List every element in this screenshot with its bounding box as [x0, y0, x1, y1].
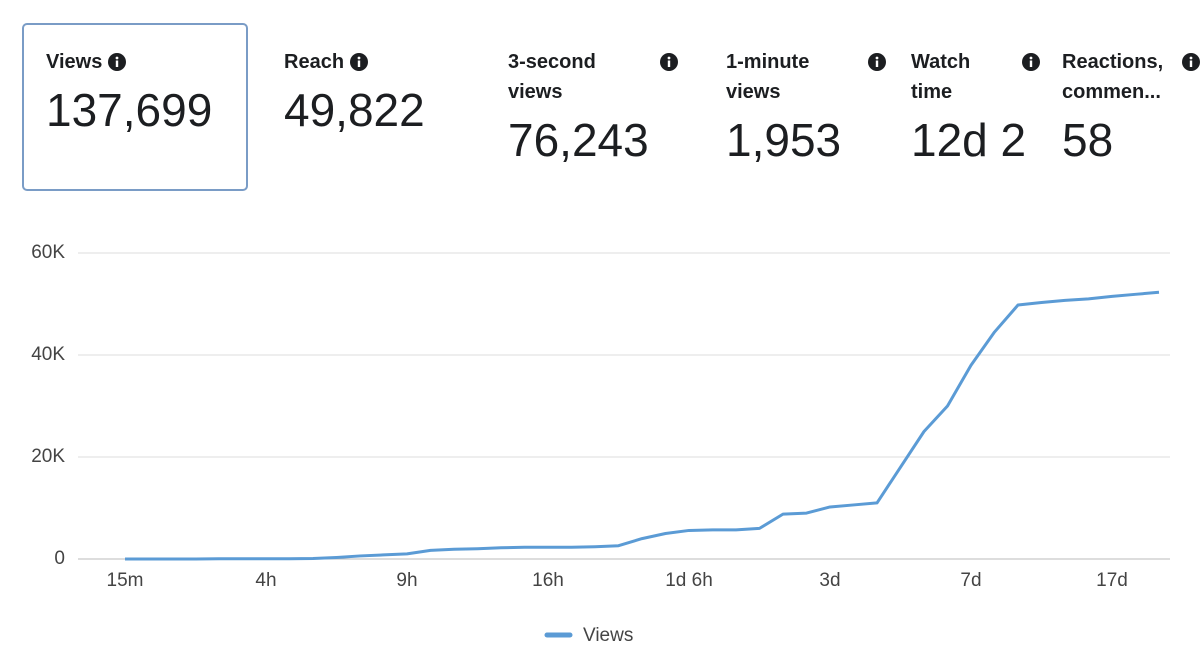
info-bar: [667, 60, 671, 67]
x-tick-label: 4h: [255, 570, 276, 591]
x-tick-label: 9h: [396, 570, 417, 591]
info-icon[interactable]: [868, 53, 886, 71]
metric-label-row: Views: [46, 47, 242, 77]
x-tick-label: 15m: [107, 570, 144, 591]
x-tick-label: 1d 6h: [665, 570, 713, 591]
info-icon[interactable]: [350, 53, 369, 71]
info-icon[interactable]: [660, 53, 678, 71]
x-tick-label: 3d: [819, 570, 840, 591]
metric-value: 137,699: [46, 84, 213, 135]
info-bar: [875, 60, 879, 67]
metric-value: 12d 2: [911, 114, 1027, 165]
metric-card[interactable]: 1-minute views 1,953: [726, 47, 886, 165]
info-dot: [1189, 56, 1193, 60]
info-dot: [115, 56, 119, 60]
metric-label: Views: [46, 51, 103, 73]
metric-label: 3-second views: [508, 51, 596, 103]
info-icon[interactable]: [1022, 53, 1040, 71]
metric-card[interactable]: 3-second views 76,243: [508, 47, 678, 165]
metric-label-row: Watch time: [911, 47, 1040, 107]
metric-value: 49,822: [284, 84, 425, 135]
metric-label: Reach: [284, 51, 345, 73]
x-tick-label: 7d: [960, 570, 981, 591]
metric-label: Reactions, commen...: [1062, 51, 1164, 103]
info-bar: [1189, 60, 1193, 67]
metric-value: 76,243: [508, 114, 649, 165]
x-tick-label: 17d: [1096, 570, 1128, 591]
info-icon[interactable]: [108, 53, 127, 71]
x-tick-label: 16h: [532, 570, 564, 591]
info-dot: [1029, 56, 1033, 60]
y-tick-label: 40K: [31, 344, 65, 365]
info-dot: [667, 56, 671, 60]
info-icon[interactable]: [1182, 53, 1200, 71]
metric-label-row: 1-minute views: [726, 47, 886, 107]
metric-value: 58: [1062, 114, 1114, 165]
metric-value: 1,953: [726, 114, 842, 165]
legend-label: Views: [583, 625, 633, 646]
info-dot: [357, 56, 361, 60]
metric-card[interactable]: Reactions, commen... 58: [1062, 47, 1200, 165]
metric-label-row: 3-second views: [508, 47, 678, 107]
info-bar: [1029, 60, 1033, 67]
info-bar: [357, 60, 361, 67]
y-tick-label: 60K: [31, 242, 65, 263]
metric-label: Watch time: [911, 51, 971, 103]
selected-card-border: [22, 23, 248, 191]
metric-label-row: Reach: [284, 47, 484, 77]
metric-label: 1-minute views: [726, 51, 810, 103]
metric-card[interactable]: Watch time 12d 2: [911, 47, 1040, 165]
metric-card[interactable]: Reach 49,822: [284, 47, 484, 135]
y-tick-label: 20K: [31, 446, 65, 467]
metric-label-row: Reactions, commen...: [1062, 47, 1200, 107]
metric-card[interactable]: Views 137,699: [46, 47, 242, 135]
info-dot: [875, 56, 879, 60]
y-tick-label: 0: [54, 548, 65, 569]
info-bar: [116, 60, 119, 67]
data-line: [125, 290, 1160, 561]
